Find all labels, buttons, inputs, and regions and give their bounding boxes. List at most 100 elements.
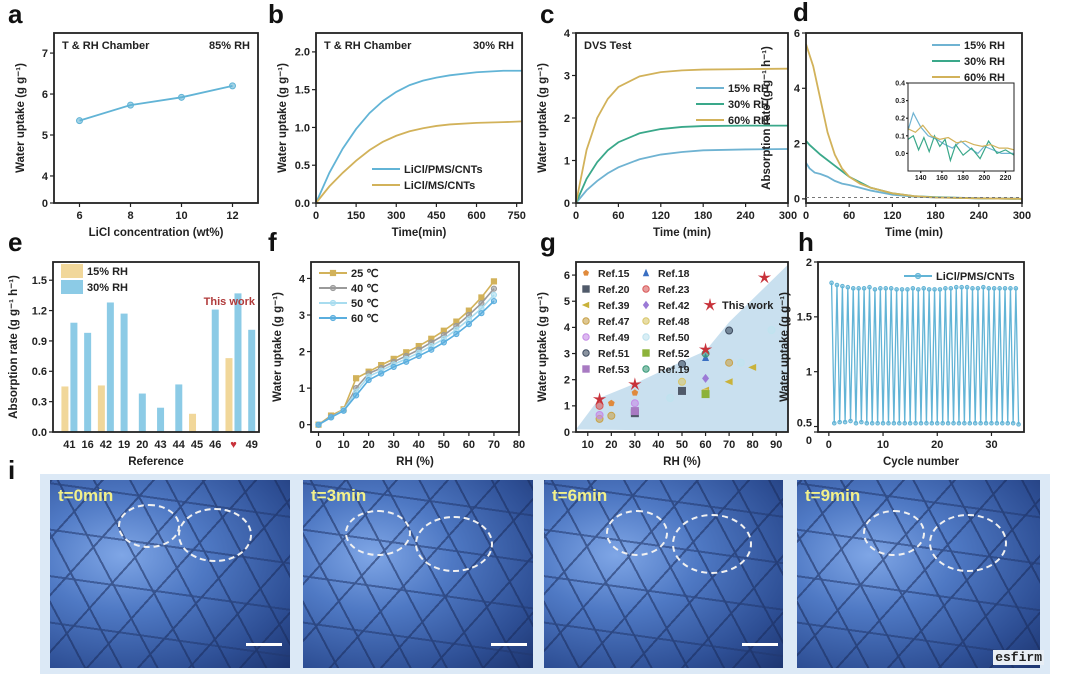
data-point (915, 287, 921, 292)
legend-label: 60% RH (728, 115, 769, 127)
y-tick-label: 0.3 (32, 396, 47, 408)
data-point (736, 358, 745, 367)
legend-marker (329, 299, 337, 307)
x-tick-label: 180 (926, 210, 944, 222)
bar (70, 322, 78, 432)
data-point (940, 420, 945, 426)
x-tick-label: 6 (76, 210, 82, 222)
data-point (353, 392, 360, 399)
x-tick-label: 450 (427, 210, 445, 222)
y-tick-label: 5 (564, 296, 570, 308)
data-point (340, 407, 347, 414)
photo-t6: t=6min (544, 480, 783, 668)
photo-t0: t=0min (50, 480, 290, 668)
data-point (453, 330, 460, 338)
legend-label: 40 ℃ (351, 283, 379, 295)
data-point (1005, 420, 1011, 426)
x-tick-label: 50 (438, 439, 450, 451)
data-point (975, 286, 981, 291)
x-tick-label: 41 (63, 439, 75, 451)
inset-chart: 140 160 180 200 220 0.0 0.1 0.2 0.3 0.4 (895, 80, 1015, 182)
data-point (767, 326, 776, 334)
chart-panel-a: 6 8 10 12 0 4 5 6 7 LiCl concentration (wt%) Water… (15, 32, 259, 239)
annotation: T & RH Chamber (324, 40, 412, 52)
panel-label-h: h (798, 227, 814, 257)
data-point (595, 411, 604, 419)
legend-marker (582, 365, 590, 373)
data-point (698, 342, 713, 356)
bar (211, 309, 219, 432)
x-tick-label: 50 (676, 439, 688, 451)
bar (234, 293, 242, 432)
annotation: 85% RH (209, 40, 250, 52)
data-point (478, 300, 485, 307)
plot-frame (575, 261, 789, 433)
data-point (886, 420, 891, 426)
y-tick-label: 0.0 (295, 198, 310, 210)
y-tick-label: 2 (806, 257, 812, 269)
legend-marker (581, 301, 590, 309)
x-axis-title: Time (min) (653, 227, 711, 239)
legend-marker (329, 284, 337, 292)
data-point (403, 358, 410, 365)
legend-label: 50 ℃ (351, 298, 379, 310)
data-point (478, 310, 485, 317)
x-tick-label: 300 (779, 210, 797, 222)
data-point (1016, 422, 1021, 427)
y-tick-label: 1.5 (797, 312, 812, 324)
x-tick-label: 45 (191, 439, 203, 451)
data-point (924, 420, 929, 426)
y-tick-label: 4 (42, 171, 49, 183)
y-tick-label: 0.0 (895, 151, 905, 158)
shaded-region (576, 264, 788, 432)
panel-label-f: f (268, 227, 277, 257)
data-point (902, 420, 908, 426)
y-tick-label: 3 (564, 70, 570, 82)
x-tick-label: 750 (507, 210, 525, 222)
data-point (490, 285, 498, 292)
x-tick-label: 19 (118, 439, 130, 451)
data-point (972, 420, 978, 426)
y-tick-label: 1.5 (32, 275, 47, 287)
legend-label: Ref.48 (658, 316, 690, 328)
dashed-circle (672, 514, 752, 574)
y-tick-label: 4 (794, 83, 801, 95)
data-point (595, 401, 604, 410)
data-point (934, 420, 940, 426)
x-tick-label: 49 (246, 439, 258, 451)
droplet-cells (303, 480, 533, 668)
legend-swatch (61, 264, 83, 278)
data-point (910, 286, 916, 291)
plot-frame (53, 32, 259, 204)
x-tick-label: 16 (82, 439, 94, 451)
data-point (956, 420, 962, 426)
inset-background (908, 83, 1014, 171)
legend-marker (583, 269, 589, 276)
data-point (608, 399, 615, 407)
legend-label: Ref.47 (598, 316, 630, 328)
plot-frame (310, 261, 520, 433)
legend-marker (642, 365, 650, 373)
x-tick-label: 160 (936, 175, 948, 182)
y-tick-label: 3 (564, 348, 570, 360)
data-point (724, 378, 733, 386)
bar (248, 329, 256, 432)
x-tick-label: 44 (173, 439, 186, 451)
y-tick-label: 0.0 (32, 427, 47, 439)
legend-label: Ref.51 (598, 348, 630, 360)
bar (97, 385, 105, 432)
x-tick-label: 43 (154, 439, 166, 451)
x-tick-label: 0 (826, 439, 832, 451)
y-tick-label: 1.2 (32, 305, 47, 317)
y-tick-label: 0.1 (895, 133, 905, 140)
bar (84, 332, 92, 432)
y-tick-label: 1.0 (295, 122, 310, 134)
photo-t3: t=3min (303, 480, 533, 668)
y-axis-title: Water uptake (g g⁻¹) (779, 292, 791, 402)
y-axis-title: Water uptake (g g⁻¹) (537, 292, 549, 402)
y-tick-label: 0 (794, 194, 800, 206)
legend-label: Ref.53 (598, 364, 630, 376)
data-point (465, 321, 472, 328)
panel-label-a: a (8, 0, 23, 29)
